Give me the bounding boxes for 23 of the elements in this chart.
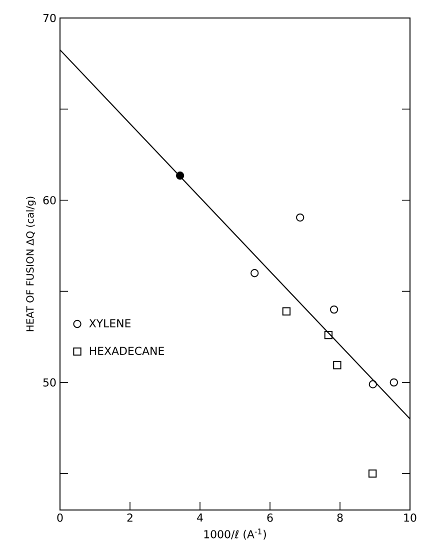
point <box>296 213 304 222</box>
y-tick-label: 60 <box>43 196 56 204</box>
x-tick-label: 10 <box>404 514 416 522</box>
point <box>368 380 377 388</box>
y-tick-label: 70 <box>43 14 56 22</box>
point <box>368 469 377 478</box>
point <box>390 378 398 387</box>
x-axis-title: 1000/ℓ (A$^{-1}$) <box>204 528 266 540</box>
x-tick-label: 0 <box>57 514 63 522</box>
point <box>324 330 333 340</box>
x-tick-label: 2 <box>127 514 132 522</box>
y-axis-title: HEAT OF FUSION ΔQ (cal/g) <box>26 196 36 332</box>
x-tick-label: 6 <box>267 514 273 522</box>
y-tick-label: 50 <box>43 378 56 387</box>
x-tick-label: 4 <box>197 514 203 522</box>
point <box>330 305 338 314</box>
x-tick-label: 8 <box>337 514 343 522</box>
point <box>282 307 291 316</box>
legend-label: HEXADECANE <box>90 346 164 356</box>
point <box>250 269 259 278</box>
legend-label: XYLENE <box>89 319 131 328</box>
point <box>333 361 342 370</box>
point <box>176 172 184 180</box>
